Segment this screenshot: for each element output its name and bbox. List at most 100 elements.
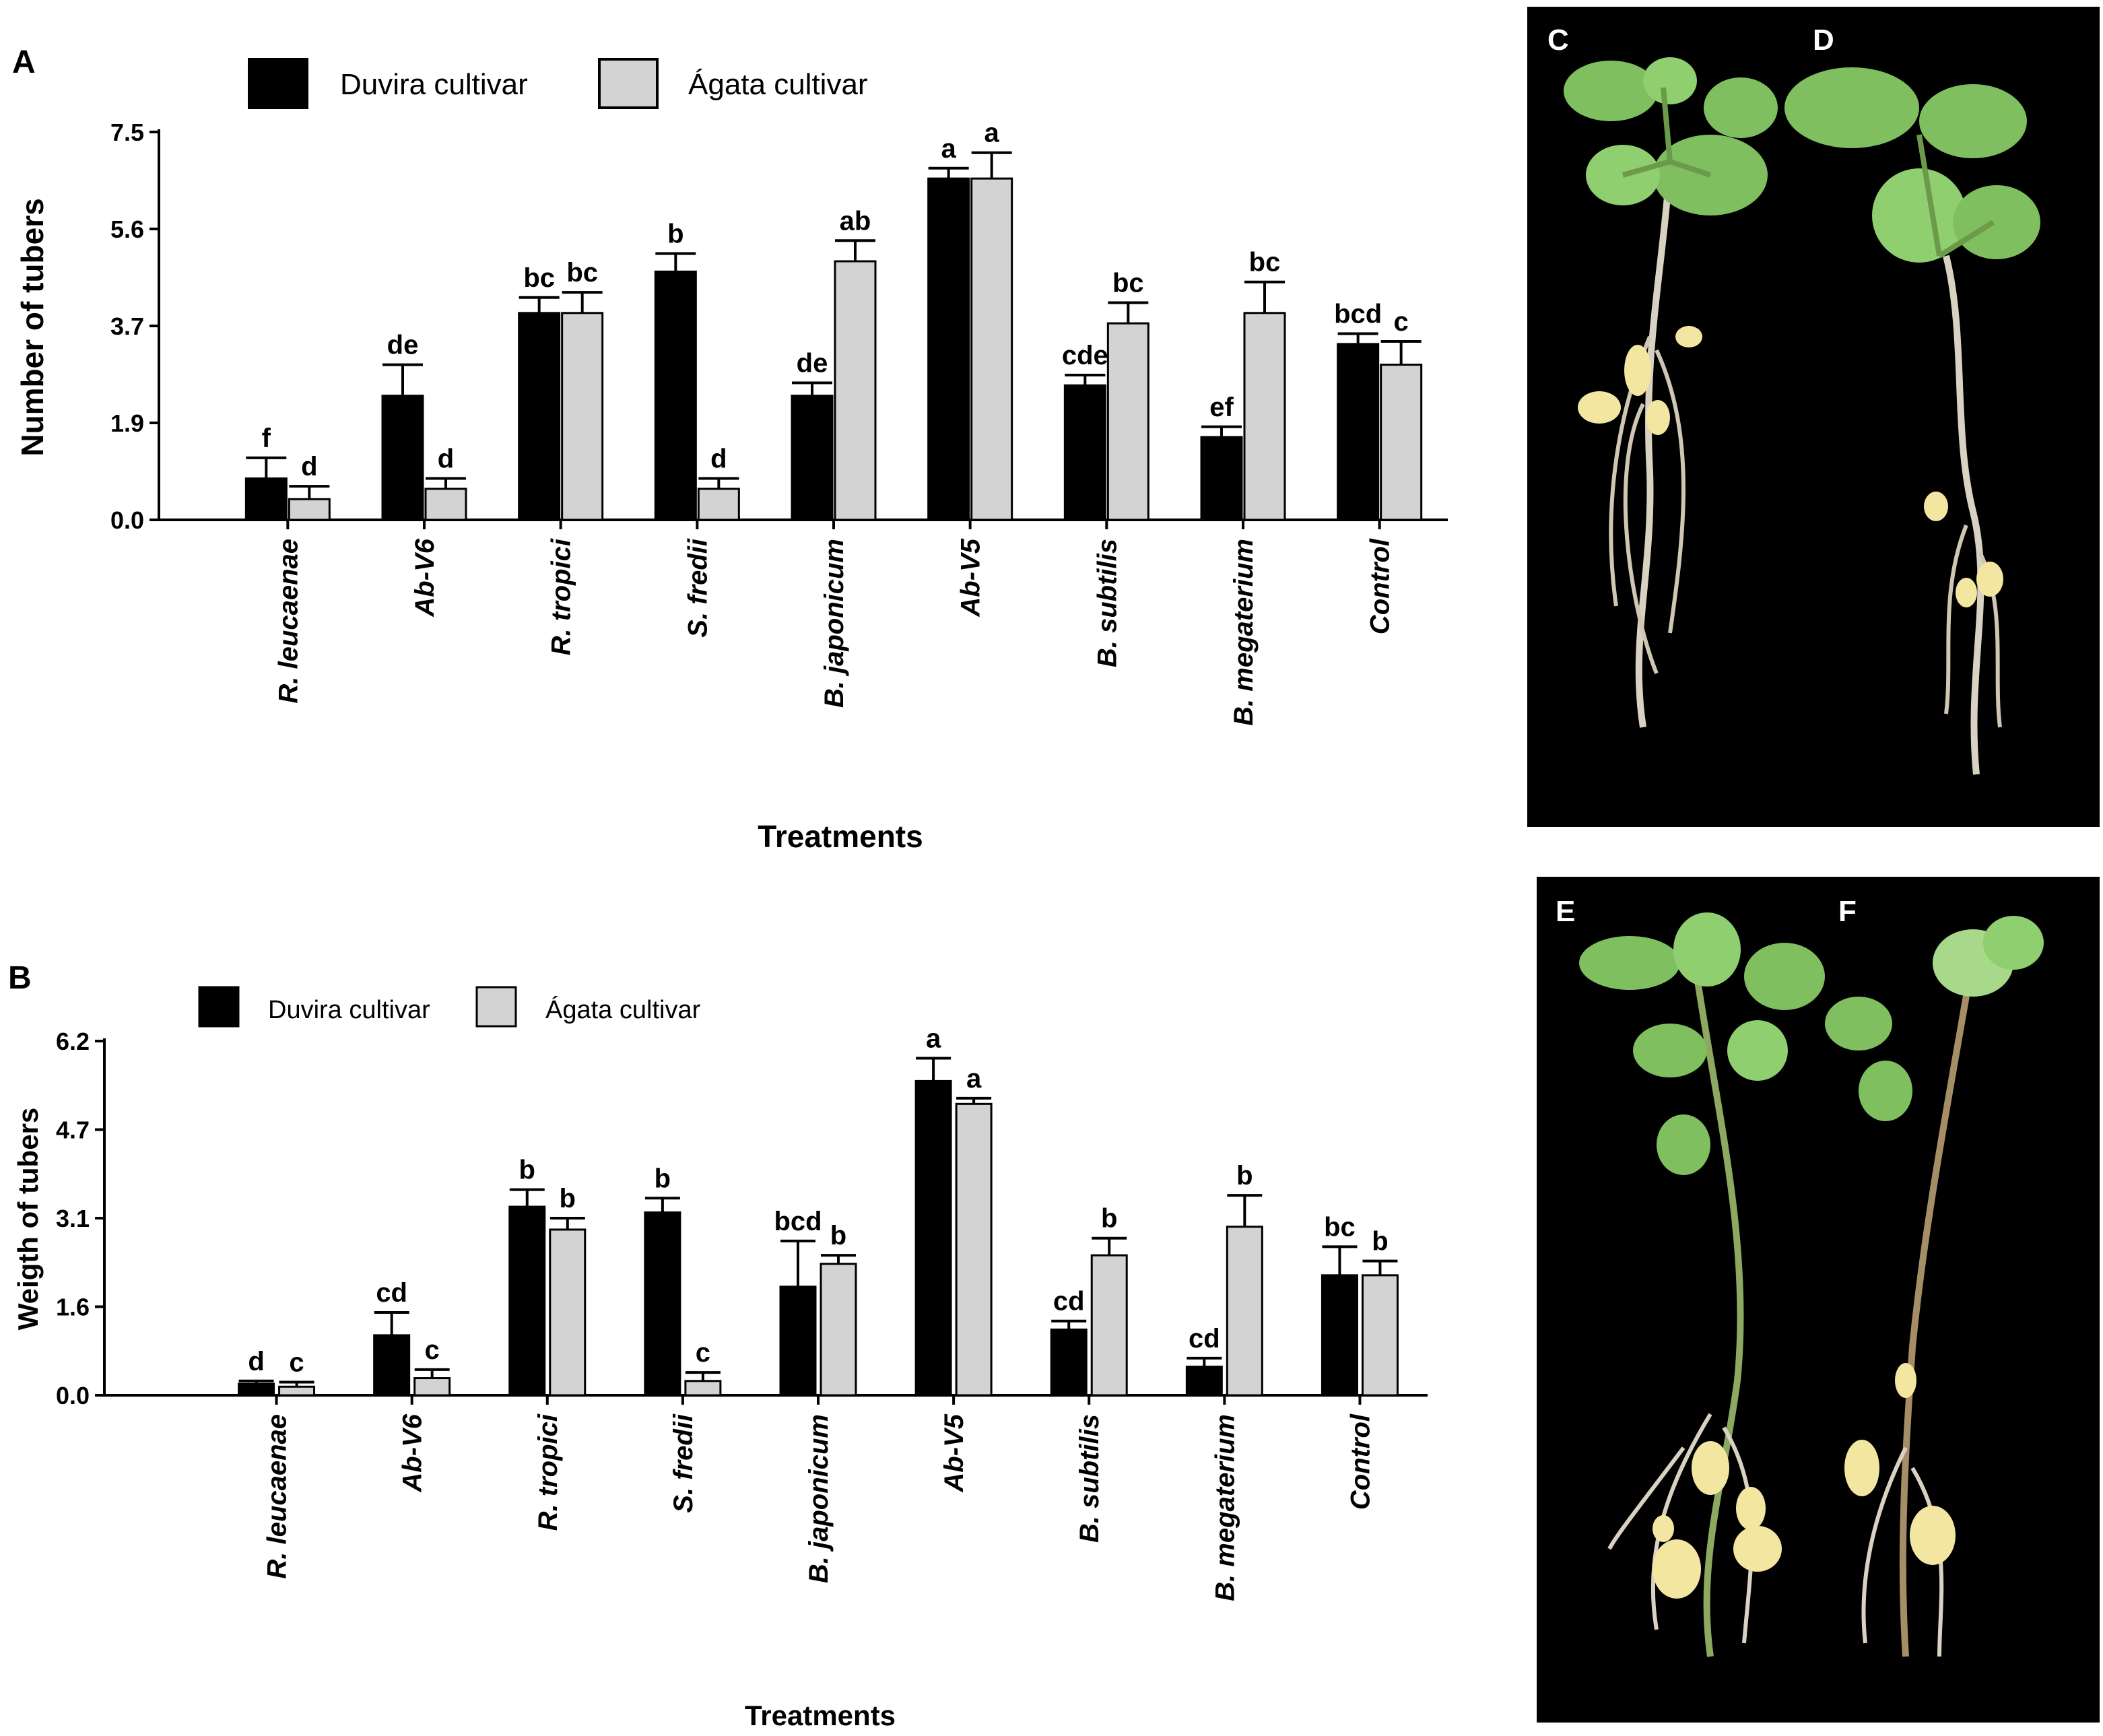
significance-letter: a [984, 119, 1000, 148]
significance-letter: bc [1249, 248, 1281, 277]
photo-panel-cd: C D [1527, 7, 2100, 1723]
significance-letter: d [710, 444, 727, 474]
significance-letter: bcd [1334, 300, 1382, 329]
bar-duvira [518, 312, 561, 521]
bar-duvira [381, 395, 424, 521]
plant-f-image [1825, 916, 2044, 1657]
category-label: S. fredii [683, 538, 712, 638]
significance-letter: cde [1062, 341, 1108, 370]
category-label: B. japonicum [804, 1414, 834, 1583]
significance-letter: bc [1324, 1212, 1356, 1242]
category-label: Ab-V5 [956, 538, 986, 617]
significance-letter: b [560, 1184, 576, 1213]
legend-swatch-agata-b [475, 986, 517, 1028]
x-axis-title-a: Treatments [758, 819, 923, 854]
y-tick-label: 5.6 [110, 215, 144, 243]
significance-letter: b [655, 1164, 671, 1193]
bar-agata [1243, 312, 1286, 521]
y-tick-label: 7.5 [110, 119, 144, 146]
legend-label-agata-b: Ágata cultivar [545, 995, 701, 1024]
photo-background-ef [1537, 877, 2100, 1723]
significance-letter: b [519, 1156, 535, 1185]
category-label: S. fredii [669, 1413, 698, 1513]
significance-letter: d [438, 444, 454, 474]
bar-duvira [1200, 436, 1243, 521]
legend-swatch-duvira-a [248, 58, 308, 109]
x-axis-title-b: Treatments [745, 1700, 896, 1731]
significance-letter: c [1394, 307, 1409, 337]
y-tick-label: 0.0 [110, 506, 144, 534]
significance-letter: de [387, 331, 419, 360]
photo-label-d: D [1813, 24, 1834, 57]
bar-duvira [927, 177, 970, 521]
category-label: B. subtilis [1092, 539, 1122, 667]
category-label: Control [1345, 1413, 1375, 1510]
significance-letter: c [425, 1335, 440, 1365]
category-label: R. leucaenae [273, 539, 303, 704]
category-label: B. megaterium [1210, 1414, 1240, 1601]
significance-letter: b [1372, 1227, 1388, 1257]
photo-label-c: C [1547, 24, 1569, 57]
bar-agata [1380, 364, 1423, 521]
y-axis-title-a: Number of tubers [15, 198, 50, 456]
bar-duvira [654, 270, 697, 521]
bar-agata [1226, 1226, 1263, 1397]
category-label: R. tropici [533, 1413, 563, 1531]
significance-letter: b [1236, 1161, 1253, 1191]
bar-duvira [644, 1211, 681, 1397]
significance-letter: a [926, 1024, 941, 1053]
significance-letter: cd [1053, 1287, 1085, 1316]
bar-agata [1106, 322, 1149, 521]
bar-duvira [244, 477, 288, 521]
bar-agata [697, 488, 740, 521]
bar-agata [549, 1228, 587, 1397]
significance-letter: c [696, 1338, 710, 1368]
y-tick-label: 3.1 [56, 1205, 90, 1232]
significance-letter: cd [1189, 1324, 1220, 1354]
category-label: Ab-V6 [410, 538, 440, 617]
significance-letter: bc [1112, 268, 1144, 298]
significance-letter: bc [566, 258, 598, 288]
bar-duvira [914, 1079, 952, 1397]
panel-label-b: B [8, 960, 32, 996]
y-axis-title-b: Weigth of tubers [12, 1108, 44, 1331]
bar-agata [970, 177, 1013, 521]
bar-agata [834, 260, 877, 521]
category-label: B. megaterium [1229, 539, 1259, 726]
significance-letter: ab [840, 206, 871, 236]
plot-area-a: 0.0 1.9 3.7 5.6 7.5 R. leucaenae f d Ab-V6 de d R. … [110, 119, 1448, 726]
category-label: B. subtilis [1075, 1414, 1104, 1543]
legend-swatch-duvira-b [198, 986, 240, 1028]
bar-agata [684, 1380, 722, 1397]
significance-letter: cd [376, 1278, 407, 1308]
bar-duvira [373, 1334, 411, 1397]
significance-letter: d [301, 452, 317, 481]
photo-label-f: F [1838, 895, 1857, 928]
bar-duvira [1321, 1274, 1358, 1397]
significance-letter: de [797, 348, 828, 378]
significance-letter: bcd [774, 1207, 822, 1236]
y-tick-label: 1.9 [110, 409, 144, 437]
bar-agata [278, 1385, 316, 1397]
category-label: R. leucaenae [263, 1414, 292, 1579]
category-label: Ab-V5 [939, 1413, 969, 1492]
significance-letter: f [262, 424, 271, 453]
significance-letter: b [830, 1221, 846, 1250]
photo-label-e: E [1556, 895, 1575, 928]
chart-a: Duvira cultivar Ágata cultivar Number of… [15, 58, 1448, 854]
plant-d-image [1784, 67, 2040, 775]
panel-label-a: A [12, 44, 36, 80]
bar-agata [413, 1377, 451, 1397]
significance-letter: a [941, 134, 957, 164]
bar-agata [561, 312, 604, 521]
bar-agata [820, 1263, 857, 1397]
bar-duvira [1185, 1366, 1223, 1397]
y-tick-label: 6.2 [56, 1028, 90, 1055]
legend-label-duvira-a: Duvira cultivar [340, 68, 528, 101]
legend-label-agata-a: Ágata cultivar [688, 68, 868, 101]
significance-letter: b [667, 219, 683, 248]
plant-e-image [1579, 912, 1825, 1657]
significance-letter: c [289, 1347, 304, 1377]
